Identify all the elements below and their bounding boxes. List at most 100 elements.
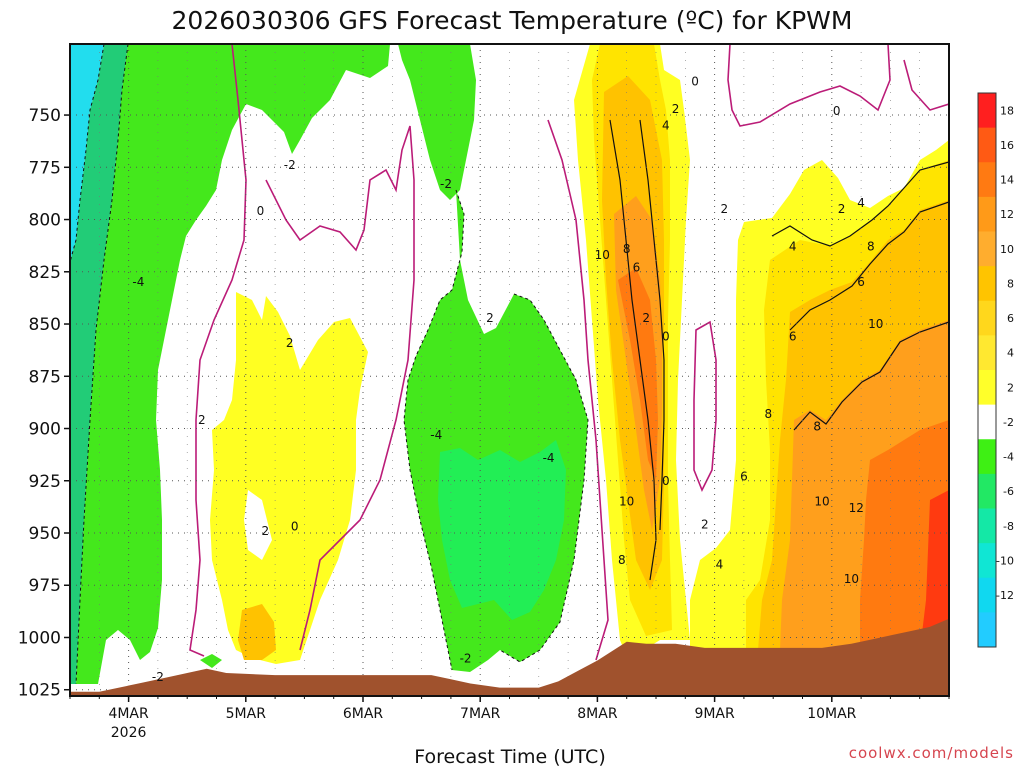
region-warm-central-deep — [618, 268, 658, 480]
zero-contour-pocket — [693, 320, 717, 492]
contour-label: 2 — [262, 524, 270, 538]
colorbar-label: -4 — [1003, 451, 1014, 464]
contour-label: 2 — [672, 102, 680, 116]
colorbar-label: 18 — [1000, 104, 1014, 117]
y-tick-label: 1000 — [18, 628, 61, 648]
colorbar-label: 2 — [1007, 381, 1014, 394]
zero-contour-upper-right — [727, 44, 891, 127]
contour-label: 8 — [813, 419, 821, 433]
colorbar-swatch — [978, 335, 996, 371]
y-tick-label: 925 — [29, 472, 61, 492]
region-cold-left — [76, 44, 390, 684]
colorbar-label: 12 — [1000, 208, 1014, 221]
contour-label: -2 — [152, 670, 164, 684]
y-axis: 750 775 800 825 850 875 900 925 950 975 1000 1025 — [18, 106, 70, 701]
warm-contour-b — [639, 119, 665, 531]
colorbar-label: 16 — [1000, 139, 1014, 152]
colorbar-swatch — [978, 196, 996, 232]
x-axis-title: Forecast Time (UTC) — [414, 746, 605, 768]
zero-contour-upper-right-2 — [903, 59, 949, 111]
colorbar-swatch — [978, 404, 996, 440]
colorbar-label: -10 — [996, 554, 1014, 567]
cold-contour-c — [403, 189, 465, 671]
cold-contour-d — [499, 293, 589, 663]
x-tick-sublabel: 2026 — [111, 725, 147, 741]
y-tick-label: 975 — [29, 576, 61, 596]
x-tick-label: 5MAR — [226, 706, 267, 722]
colorbar-swatch — [978, 439, 996, 475]
x-tick-label: 8MAR — [577, 706, 618, 722]
region-green-small-2 — [200, 654, 222, 668]
colorbar-swatch — [978, 266, 996, 302]
colorbar-label: 6 — [1007, 312, 1014, 325]
region-below-minus-4 — [438, 440, 566, 620]
colorbar-label: -8 — [1003, 520, 1014, 533]
x-axis: 4MAR 2026 5MAR 6MAR 7MAR 8MAR 9MAR 10MAR — [69, 696, 950, 741]
credit-link[interactable]: coolwx.com/models — [849, 744, 1014, 762]
colorbar-label: -6 — [1003, 485, 1014, 498]
contour-label: 2 — [701, 518, 709, 532]
region-below-minus-12 — [70, 44, 104, 262]
y-tick-label: 750 — [29, 106, 61, 126]
contour-label: 4 — [789, 240, 797, 254]
contour-label: 2 — [286, 336, 294, 350]
warm-contour-a — [609, 119, 657, 581]
contour-label: 6 — [740, 470, 748, 484]
contour-label: -2 — [440, 177, 452, 191]
y-tick-label: 850 — [29, 315, 61, 335]
contour-label: 10 — [844, 572, 859, 586]
contour-label: 2 — [838, 202, 846, 216]
contour-label: 8 — [618, 553, 626, 567]
contour-label: 8 — [764, 407, 772, 421]
contour-label: 0 — [833, 104, 841, 118]
contour-label: 4 — [662, 119, 670, 133]
cold-contour-a — [70, 44, 105, 263]
x-tick-label: 6MAR — [343, 706, 384, 722]
zero-contour-left — [189, 44, 247, 657]
colorbar-swatch — [978, 543, 996, 579]
contour-label: 2 — [721, 202, 729, 216]
y-tick-label: 825 — [29, 263, 61, 283]
y-tick-label: 1025 — [18, 681, 61, 701]
contour-label: 10 — [814, 495, 829, 509]
contour-label: -4 — [430, 428, 442, 442]
contour-label: 6 — [633, 261, 641, 275]
region-green-small — [398, 44, 476, 200]
y-tick-label: 900 — [29, 420, 61, 440]
contour-label: 0 — [662, 474, 670, 488]
contour-label: 2 — [642, 311, 650, 325]
contour-label: 6 — [789, 330, 797, 344]
colorbar-swatch — [978, 127, 996, 163]
contour-label: -4 — [132, 275, 144, 289]
contour-label: 0 — [662, 330, 670, 344]
contour-label: -2 — [284, 158, 296, 172]
y-tick-label: 775 — [29, 158, 61, 178]
chart-title: 2026030306 GFS Forecast Temperature (ºC)… — [172, 6, 853, 35]
x-tick-label: 4MAR — [108, 706, 149, 722]
colorbar-label: 8 — [1007, 277, 1014, 290]
contour-label: 2 — [486, 311, 494, 325]
contour-label: 4 — [857, 196, 865, 210]
cold-contour-b — [75, 44, 129, 685]
colorbar-frame — [977, 92, 997, 648]
ground-terrain — [70, 618, 949, 696]
contour-label: 10 — [595, 248, 610, 262]
region-warm-left-orange — [238, 604, 276, 660]
colorbar-label: -12 — [996, 589, 1014, 602]
colorbar-swatch — [978, 473, 996, 509]
x-tick-label: 7MAR — [460, 706, 501, 722]
x-tick-label: 9MAR — [694, 706, 735, 722]
contour-label: 4 — [716, 557, 724, 571]
contour-label: 0 — [691, 75, 699, 89]
colorbar-label: 4 — [1007, 347, 1014, 360]
contour-label: 2 — [198, 413, 206, 427]
contour-label: 0 — [257, 204, 265, 218]
contour-label: 10 — [868, 317, 883, 331]
region-warm-left-yellow — [210, 292, 368, 664]
colorbar-label: 14 — [1000, 174, 1014, 187]
colorbar-swatch — [978, 231, 996, 267]
region-minus-10-to-minus-6 — [70, 44, 128, 684]
warm-contour-e — [793, 321, 949, 431]
